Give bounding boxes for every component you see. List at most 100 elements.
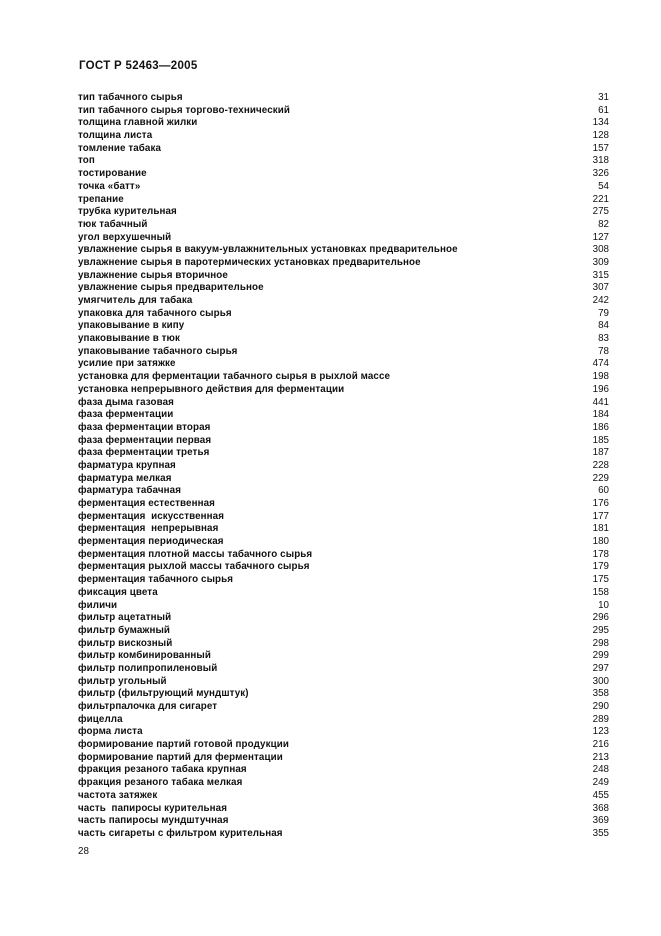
index-term: фильтрпалочка для сигарет [78, 701, 218, 712]
index-entry-page-ref: 31 [598, 92, 609, 103]
index-entry: увлажнение сырья вторичное 315 [78, 270, 609, 283]
index-entry: фильтр ацетатный 296 [78, 612, 609, 625]
index-entry: упаковка для табачного сырья 79 [78, 308, 609, 321]
index-entry-page-ref: 441 [592, 396, 609, 408]
index-term: угол верхушечный [78, 231, 172, 243]
index-entry: филичи 10 [78, 600, 609, 613]
index-term: трубка курительная [78, 206, 177, 218]
index-entry: толщина главной жилки 134 [78, 117, 609, 130]
index-term: фаза дыма газовая [78, 396, 174, 408]
index-entry-page-ref: 296 [592, 612, 609, 624]
index-entry-page-ref: 295 [592, 624, 609, 636]
index-entry: томление табака 157 [78, 143, 609, 156]
index-entry-page-ref: 213 [592, 751, 609, 763]
index-term: трепание [78, 193, 124, 205]
index-entry: тип табачного сырья 31 [78, 92, 609, 105]
index-term: тип табачного сырья [78, 92, 183, 103]
index-entry-page-ref: 61 [598, 104, 609, 116]
index-entry-page-ref: 184 [592, 409, 609, 421]
index-term: фильтр ацетатный [78, 612, 172, 624]
index-entry-page-ref: 221 [592, 193, 609, 205]
index-entry: часть сигареты с фильтром курительная 35… [78, 828, 609, 841]
index-entry-page-ref: 83 [598, 333, 609, 345]
index-entry-page-ref: 185 [592, 434, 609, 446]
index-entry: фильтр (фильтрующий мундштук) 358 [78, 688, 609, 701]
index-entry-page-ref: 298 [592, 637, 609, 649]
index-entry-page-ref: 60 [598, 485, 609, 497]
index-entry: фильтр вискозный 298 [78, 638, 609, 651]
index-entry-page-ref: 54 [598, 180, 609, 192]
index-entry: фаза ферментации 184 [78, 409, 609, 422]
index-entry-page-ref: 198 [592, 371, 609, 383]
index-term: фаза ферментации третья [78, 447, 210, 459]
index-entry-page-ref: 228 [592, 459, 609, 471]
index-entry: фаза ферментации вторая 186 [78, 422, 609, 435]
index-list: тип табачного сырья 31 тип табачного сыр… [78, 92, 609, 841]
index-entry: увлажнение сырья в паротермических устан… [78, 257, 609, 270]
index-entry: топ 318 [78, 155, 609, 168]
index-entry: толщина листа 128 [78, 130, 609, 143]
index-term: ферментация естественная [78, 498, 215, 509]
index-entry-page-ref: 326 [592, 168, 609, 180]
index-term: формирование партий для ферментации [78, 751, 283, 763]
index-term: установка непрерывного действия для ферм… [78, 383, 345, 395]
index-term: упаковка для табачного сырья [78, 307, 232, 319]
index-entry: умягчитель для табака 242 [78, 295, 609, 308]
index-entry: ферментация периодическая 180 [78, 536, 609, 549]
index-entry-page-ref: 297 [592, 662, 609, 674]
index-entry: часть папиросы курительная 368 [78, 803, 609, 816]
index-term: усилие при затяжке [78, 358, 176, 370]
index-term: фильтр комбинированный [78, 650, 211, 662]
index-term: фракция резаного табака мелкая [78, 777, 243, 789]
index-entry-page-ref: 299 [592, 650, 609, 662]
index-entry: установка для ферментации табачного сырь… [78, 371, 609, 384]
index-entry-page-ref: 318 [592, 155, 609, 167]
index-entry-page-ref: 355 [592, 827, 609, 839]
index-entry-page-ref: 289 [592, 713, 609, 725]
index-entry-page-ref: 315 [592, 269, 609, 281]
index-term: фарматура мелкая [78, 472, 172, 484]
index-entry: фильтрпалочка для сигарет 290 [78, 701, 609, 714]
index-term: фиксация цвета [78, 586, 158, 598]
index-term: толщина листа [78, 130, 153, 142]
index-term: фицелла [78, 713, 123, 725]
index-entry-page-ref: 308 [592, 244, 609, 256]
index-entry-page-ref: 455 [592, 789, 609, 801]
page-number: 28 [78, 846, 89, 857]
index-term: топ [78, 155, 95, 167]
index-entry: тип табачного сырья торгово-технический … [78, 105, 609, 118]
index-entry: фиксация цвета 158 [78, 587, 609, 600]
index-term: частота затяжек [78, 789, 158, 801]
index-entry-page-ref: 368 [592, 802, 609, 814]
index-term: фаза ферментации первая [78, 434, 212, 446]
index-term: ферментация рыхлой массы табачного сырья [78, 561, 310, 573]
index-entry: фаза дыма газовая 441 [78, 397, 609, 410]
index-term: установка для ферментации табачного сырь… [78, 371, 391, 383]
index-entry: фаза ферментации третья 187 [78, 447, 609, 460]
index-term: фаза ферментации вторая [78, 421, 211, 433]
index-entry-page-ref: 181 [592, 523, 609, 535]
index-entry-page-ref: 158 [592, 586, 609, 598]
index-term: фарматура крупная [78, 459, 176, 471]
index-entry: трубка курительная 275 [78, 206, 609, 219]
index-entry: формирование партий для ферментации 213 [78, 752, 609, 765]
index-entry-page-ref: 79 [598, 307, 609, 319]
index-entry-page-ref: 229 [592, 472, 609, 484]
index-entry: фильтр угольный 300 [78, 676, 609, 689]
index-term: фарматура табачная [78, 485, 182, 497]
index-entry: трепание 221 [78, 194, 609, 207]
index-entry-page-ref: 300 [592, 675, 609, 687]
index-entry: увлажнение сырья предварительное 307 [78, 282, 609, 295]
index-term: упаковывание табачного сырья [78, 345, 238, 357]
index-entry-page-ref: 179 [592, 561, 609, 573]
index-term: фаза ферментации [78, 409, 174, 421]
index-entry-page-ref: 290 [592, 701, 609, 712]
index-term: фильтр угольный [78, 675, 167, 687]
index-term: ферментация плотной массы табачного сырь… [78, 548, 313, 560]
index-entry: усилие при затяжке 474 [78, 358, 609, 371]
index-entry: фильтр полипропиленовый 297 [78, 663, 609, 676]
index-entry: фарматура табачная 60 [78, 485, 609, 498]
index-term: упаковывание в тюк [78, 333, 181, 345]
index-term: часть сигареты с фильтром курительная [78, 827, 283, 839]
